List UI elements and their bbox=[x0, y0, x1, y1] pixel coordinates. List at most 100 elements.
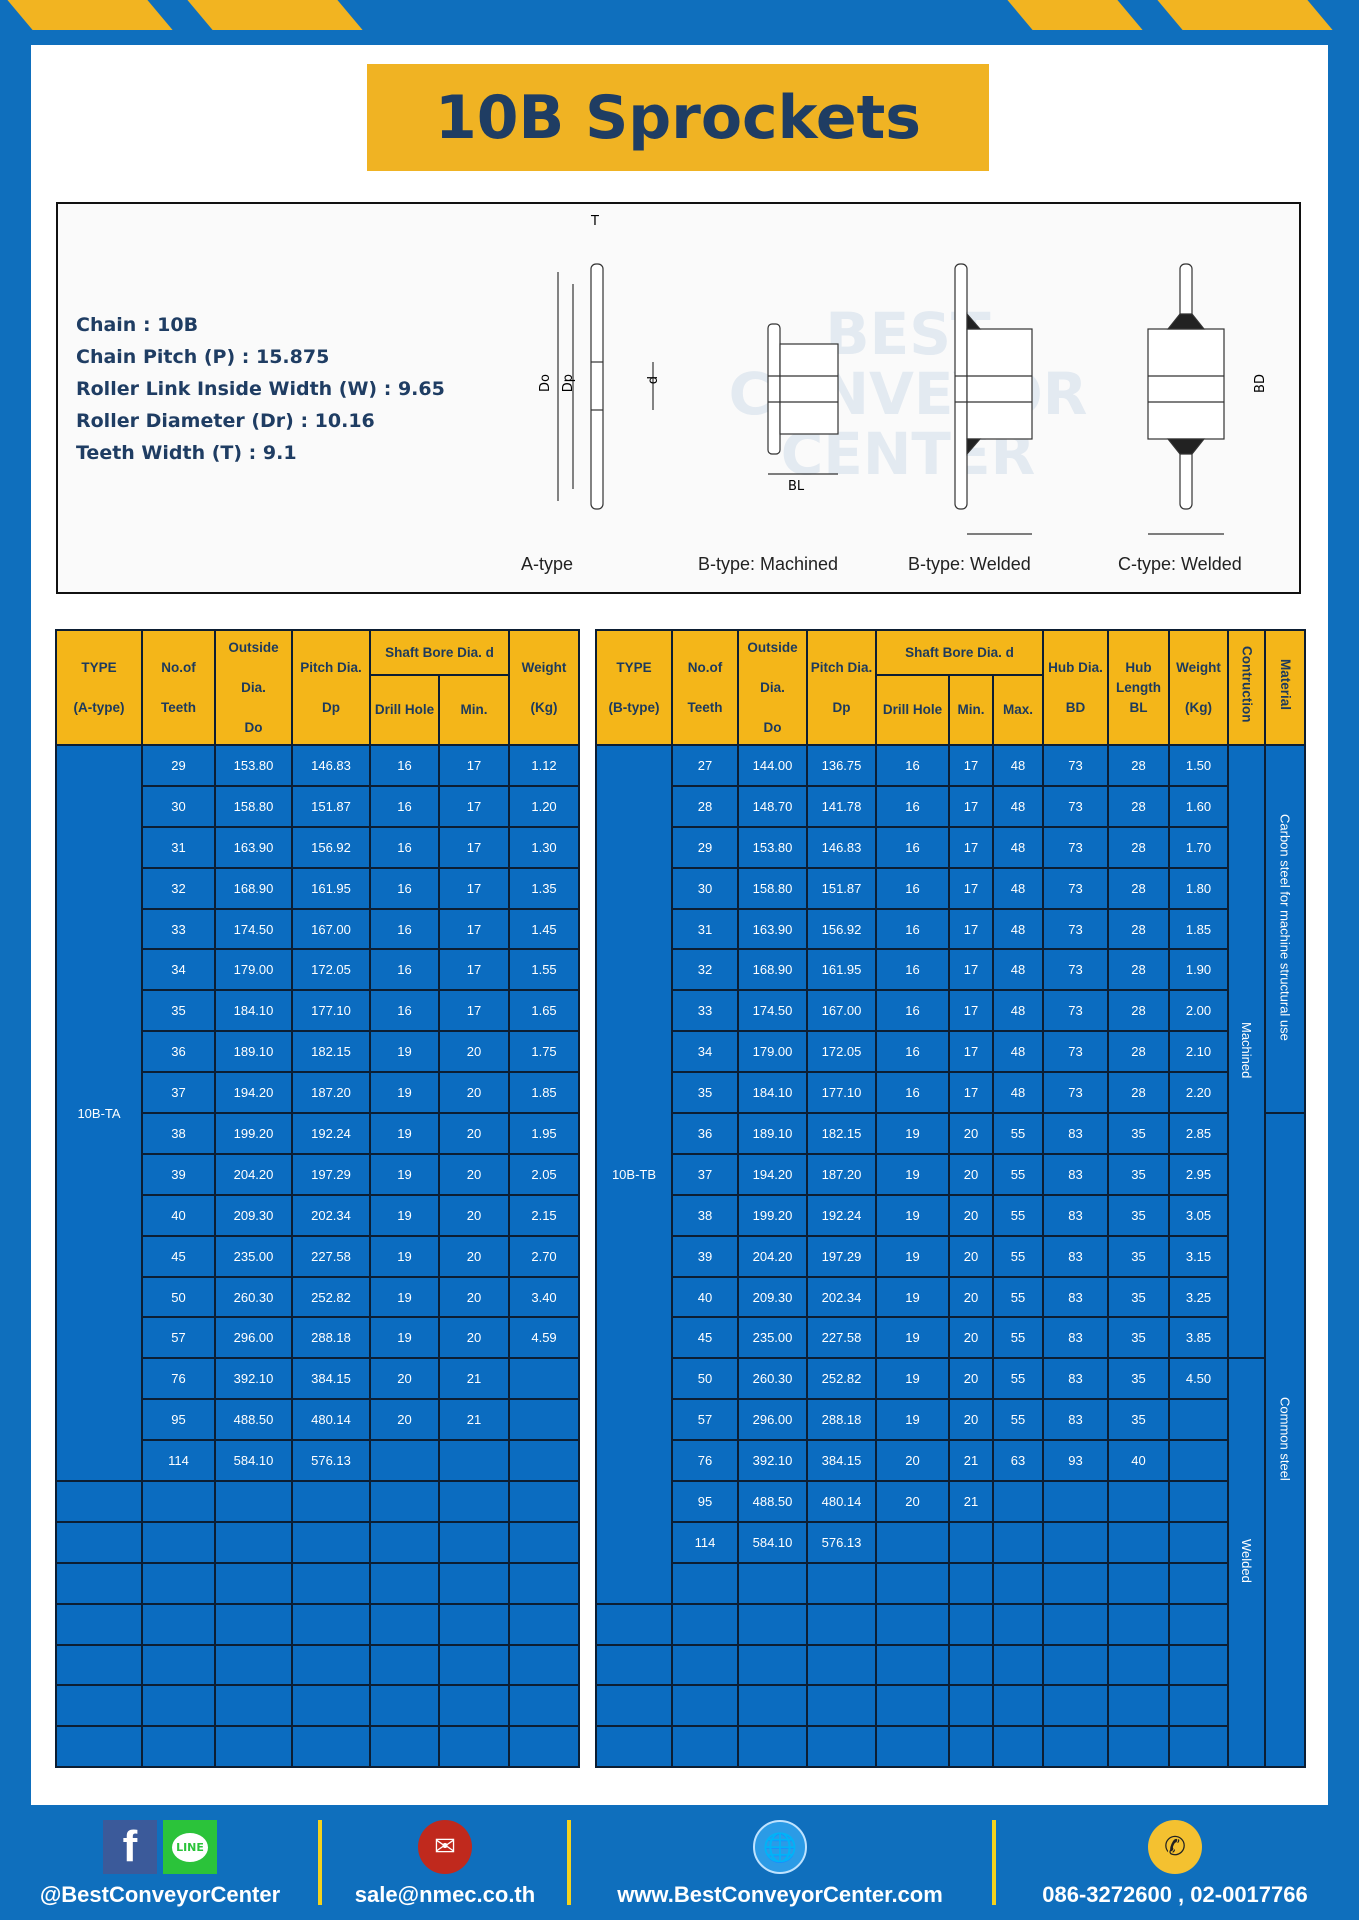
table-row: 28 148.70 141.78 16 17 48 73 28 1.60 bbox=[596, 784, 1305, 828]
weight-cell: 1.30 bbox=[508, 825, 581, 869]
hub-dia-cell: 73 bbox=[1042, 989, 1109, 1033]
facebook-icon[interactable]: f bbox=[103, 1820, 157, 1874]
table-row bbox=[595, 1643, 1305, 1687]
max-cell: 48 bbox=[992, 744, 1044, 787]
min-cell: 20 bbox=[437, 1152, 511, 1196]
label-b-machined: B-type: Machined bbox=[698, 554, 839, 574]
hub-dia-cell: 73 bbox=[1042, 948, 1109, 992]
type-cell-empty bbox=[55, 1561, 143, 1605]
phone-numbers[interactable]: 086-3272600 , 02-0017766 bbox=[1042, 1882, 1308, 1907]
drill-hole-cell: 19 bbox=[875, 1316, 950, 1360]
footer-social[interactable]: f LINE @BestConveyorCenter bbox=[20, 1810, 300, 1920]
weight-cell: 3.25 bbox=[1168, 1275, 1229, 1319]
teeth-cell bbox=[141, 1480, 216, 1523]
footer-phone[interactable]: ✆ 086-3272600 , 02-0017766 bbox=[1005, 1810, 1345, 1920]
hub-length-cell: 28 bbox=[1107, 866, 1170, 910]
table-row bbox=[55, 1561, 581, 1605]
pitch-dia-cell: 146.83 bbox=[291, 744, 371, 787]
header-hub-dia: Hub Dia. BD bbox=[1042, 629, 1109, 746]
line-icon[interactable]: LINE bbox=[163, 1820, 217, 1874]
teeth-cell: 31 bbox=[141, 825, 216, 869]
pitch-dia-cell bbox=[806, 1602, 877, 1646]
teeth-cell: 57 bbox=[671, 1398, 739, 1442]
pitch-dia-cell bbox=[806, 1684, 877, 1728]
type-cell-empty bbox=[55, 1602, 143, 1646]
pitch-dia-cell: 167.00 bbox=[806, 989, 877, 1033]
hub-length-cell: 28 bbox=[1107, 948, 1170, 992]
label-c-welded: C-type: Welded bbox=[1118, 554, 1242, 574]
pitch-dia-cell bbox=[291, 1602, 371, 1646]
teeth-cell: 28 bbox=[671, 784, 739, 828]
outside-dia-cell: 260.30 bbox=[737, 1357, 808, 1401]
b-type-table: TYPE (B-type) No.of Teeth Outside Dia. Do Pi… bbox=[595, 629, 1306, 1769]
page-title: 10B Sprockets bbox=[367, 64, 989, 171]
weight-cell bbox=[1168, 1602, 1229, 1646]
table-row bbox=[55, 1643, 581, 1687]
social-handle[interactable]: @BestConveyorCenter bbox=[39, 1882, 281, 1907]
min-cell: 20 bbox=[948, 1398, 994, 1442]
min-cell: 20 bbox=[948, 1275, 994, 1319]
teeth-cell: 114 bbox=[671, 1520, 739, 1564]
phone-icon[interactable]: ✆ bbox=[1148, 1820, 1202, 1874]
material-label: Carbon steel for machine structural use bbox=[1277, 814, 1293, 1041]
chain-specs: Chain : 10B Chain Pitch (P) : 15.875 Rol… bbox=[76, 309, 445, 469]
pitch-dia-cell: 202.34 bbox=[291, 1193, 371, 1237]
outside-dia-cell: 168.90 bbox=[214, 866, 293, 910]
website-link[interactable]: www.BestConveyorCenter.com bbox=[617, 1882, 943, 1907]
hub-dia-cell bbox=[1042, 1643, 1109, 1687]
email-icon[interactable]: ✉ bbox=[418, 1820, 472, 1874]
sprocket-drawings bbox=[557, 263, 1225, 535]
pitch-dia-cell: 576.13 bbox=[806, 1520, 877, 1564]
table-row: 35 184.10 177.10 16 17 48 73 28 2.20 bbox=[596, 1071, 1305, 1115]
outside-dia-cell: 209.30 bbox=[214, 1193, 293, 1237]
outside-dia-cell: 174.50 bbox=[214, 907, 293, 951]
teeth-cell: 114 bbox=[141, 1439, 216, 1483]
dim-label-t: T bbox=[591, 214, 599, 229]
table-row: 40 209.30 202.34 19 20 2.15 bbox=[56, 1193, 581, 1237]
header-pitch-dia: Pitch Dia. Dp bbox=[806, 629, 877, 746]
hub-length-cell: 35 bbox=[1107, 1398, 1170, 1442]
teeth-cell: 27 bbox=[671, 744, 739, 787]
header-shaft-bore: Shaft Bore Dia. d bbox=[368, 629, 511, 676]
weight-cell: 2.10 bbox=[1168, 1030, 1229, 1074]
weight-cell: 1.60 bbox=[1168, 784, 1229, 828]
email-link[interactable]: sale@nmec.co.th bbox=[354, 1882, 536, 1907]
teeth-cell bbox=[671, 1561, 739, 1605]
outside-dia-cell: 168.90 bbox=[737, 948, 808, 992]
drill-hole-cell: 19 bbox=[875, 1398, 950, 1442]
pitch-dia-cell: 192.24 bbox=[806, 1193, 877, 1237]
construction-label: Welded bbox=[1239, 1539, 1254, 1584]
teeth-cell: 36 bbox=[141, 1030, 216, 1074]
decor-stripe bbox=[7, 0, 173, 30]
weight-cell: 1.50 bbox=[1168, 744, 1229, 787]
teeth-cell: 38 bbox=[141, 1112, 216, 1155]
hub-dia-cell bbox=[1042, 1725, 1109, 1769]
teeth-cell: 32 bbox=[141, 866, 216, 910]
hub-dia-cell: 73 bbox=[1042, 907, 1109, 951]
min-cell bbox=[437, 1561, 511, 1605]
table-row: 30 158.80 151.87 16 17 1.20 bbox=[56, 784, 581, 828]
weight-cell bbox=[508, 1725, 581, 1769]
pitch-dia-cell: 167.00 bbox=[291, 907, 371, 951]
construction-cell: Machined bbox=[1227, 743, 1266, 1360]
pitch-dia-cell: 576.13 bbox=[291, 1439, 371, 1483]
min-cell bbox=[437, 1439, 511, 1483]
pitch-dia-cell: 197.29 bbox=[806, 1234, 877, 1278]
pitch-dia-cell: 227.58 bbox=[806, 1316, 877, 1360]
footer-website[interactable]: 🌐 www.BestConveyorCenter.com bbox=[580, 1810, 980, 1920]
hub-length-cell: 35 bbox=[1107, 1357, 1170, 1401]
hub-length-cell: 28 bbox=[1107, 1030, 1170, 1074]
weight-cell: 1.12 bbox=[508, 744, 581, 787]
min-cell: 21 bbox=[437, 1357, 511, 1401]
drill-hole-cell: 19 bbox=[875, 1234, 950, 1278]
max-cell: 48 bbox=[992, 866, 1044, 910]
teeth-cell: 29 bbox=[671, 825, 739, 869]
teeth-cell: 33 bbox=[671, 989, 739, 1033]
footer-email[interactable]: ✉ sale@nmec.co.th bbox=[330, 1810, 560, 1920]
teeth-cell: 33 bbox=[141, 907, 216, 951]
table-row bbox=[595, 1602, 1305, 1646]
table-row: 95 488.50 480.14 20 21 bbox=[56, 1398, 581, 1442]
teeth-cell: 76 bbox=[671, 1439, 739, 1483]
outside-dia-cell bbox=[737, 1725, 808, 1769]
globe-icon[interactable]: 🌐 bbox=[753, 1820, 807, 1874]
